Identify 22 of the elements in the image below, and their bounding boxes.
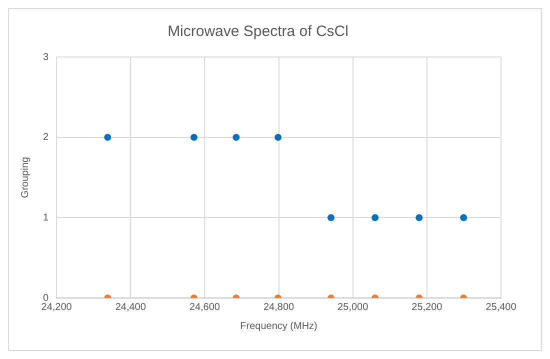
point <box>104 134 112 141</box>
point <box>372 214 379 222</box>
x-tick-label: 24,600 <box>189 302 220 313</box>
x-tick-label: 24,200 <box>41 302 72 313</box>
x-axis-title: Frequency (MHz) <box>240 320 318 332</box>
y-tick-label: 1 <box>43 212 49 224</box>
x-tick-label: 25,400 <box>486 302 517 313</box>
y-tick-label: 0 <box>43 292 49 304</box>
point <box>190 134 198 141</box>
x-tick-label: 24,400 <box>115 302 146 313</box>
x-tick-label: 24,800 <box>263 302 295 313</box>
x-tick-label: 25,200 <box>412 302 443 313</box>
point <box>274 134 282 141</box>
y-tick-label: 3 <box>43 52 49 63</box>
x-tick-label: 25,000 <box>338 302 369 313</box>
point <box>328 214 335 222</box>
point <box>232 134 240 141</box>
point <box>460 214 468 222</box>
y-axis-title: Grouping <box>20 156 31 198</box>
chart-title: Microwave Spectra of CsCl <box>168 23 348 40</box>
point <box>416 214 423 222</box>
y-tick-label: 2 <box>43 132 49 144</box>
